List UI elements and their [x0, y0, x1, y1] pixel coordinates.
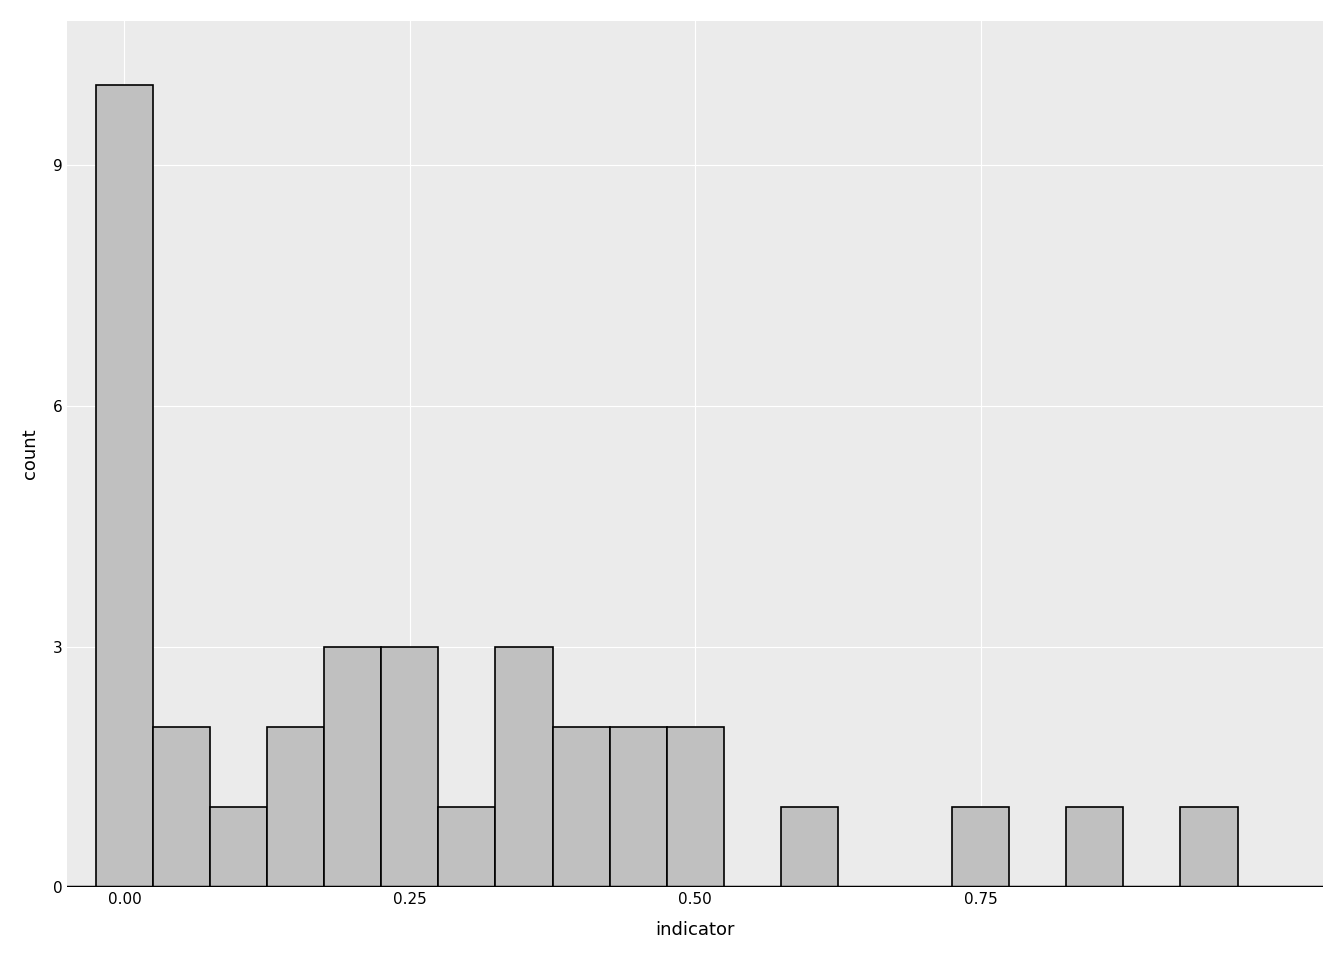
- X-axis label: indicator: indicator: [656, 922, 735, 939]
- Bar: [324, 647, 382, 887]
- Bar: [552, 727, 610, 887]
- Bar: [952, 807, 1009, 887]
- Bar: [1180, 807, 1238, 887]
- Bar: [382, 647, 438, 887]
- Bar: [210, 807, 267, 887]
- Y-axis label: count: count: [22, 429, 39, 479]
- Bar: [153, 727, 210, 887]
- Bar: [95, 85, 153, 887]
- Bar: [496, 647, 552, 887]
- Bar: [267, 727, 324, 887]
- Bar: [438, 807, 496, 887]
- Bar: [610, 727, 667, 887]
- Bar: [1066, 807, 1124, 887]
- Bar: [667, 727, 724, 887]
- Bar: [781, 807, 837, 887]
